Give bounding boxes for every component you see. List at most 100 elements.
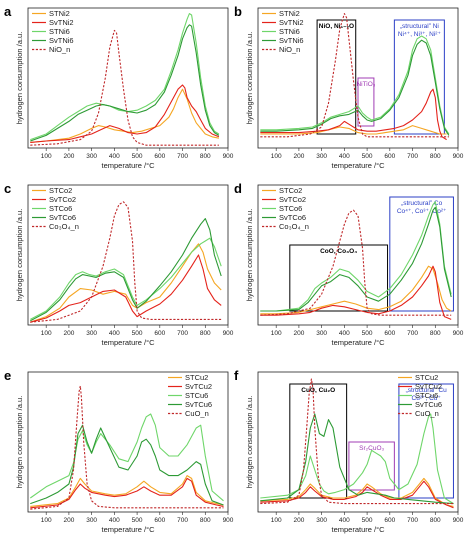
x-tick-label: 800	[200, 517, 211, 524]
panel-f: f hydrogen consumption /a.u. CuO, Cu₂O Sr₂C…	[234, 368, 464, 534]
panel-label: b	[234, 4, 242, 19]
series-line-stco2	[260, 265, 452, 315]
series-line-stcu2	[30, 475, 224, 507]
annotation-label: Cu²⁺, Cu⁺	[412, 395, 442, 402]
x-tick-label: 600	[384, 153, 395, 160]
plot-frame	[257, 371, 459, 513]
x-tick-label: 200	[63, 330, 74, 337]
x-tick-label: 800	[430, 517, 441, 524]
x-tick-label: 300	[86, 517, 97, 524]
legend-entry: NiO_n	[49, 45, 70, 54]
x-tick-label: 900	[223, 153, 234, 160]
series-line-svtni2	[260, 88, 447, 141]
annotation-label: „structural” Ni	[400, 23, 439, 30]
x-tick-label: 400	[109, 517, 120, 524]
x-axis-label: temperature /°C	[101, 161, 155, 170]
x-tick-label: 700	[407, 517, 418, 524]
x-tick-label: 800	[430, 153, 441, 160]
x-tick-label: 700	[407, 330, 418, 337]
x-tick-label: 100	[41, 330, 52, 337]
series-line-svtni6	[260, 39, 450, 136]
series-line-svtcu6	[30, 424, 224, 506]
y-axis-label: hydrogen consumption /a.u.	[245, 209, 254, 302]
annotation-box-black	[289, 383, 348, 499]
series-line-svtcu2	[30, 477, 224, 509]
x-tick-label: 100	[271, 517, 282, 524]
plot-frame	[27, 184, 229, 326]
x-tick-label: 200	[293, 330, 304, 337]
legend-entry: STCo2	[49, 186, 72, 195]
series-line-stni6	[260, 35, 450, 135]
x-tick-label: 100	[41, 517, 52, 524]
plot-frame	[257, 184, 459, 326]
panel-d: d hydrogen consumption /a.u. CoO, Co₃O₄ „st…	[234, 181, 464, 347]
annotation-label: CuO, Cu₂O	[301, 387, 335, 394]
x-tick-label: 100	[271, 330, 282, 337]
legend-entry: SvTCu6	[185, 400, 212, 409]
series-line-nio-n	[30, 29, 219, 146]
series-line-stco6	[260, 201, 452, 312]
panel-label: e	[4, 368, 11, 383]
legend-entry: STNi2	[49, 9, 70, 18]
x-tick-label: 700	[177, 330, 188, 337]
x-tick-label: 300	[86, 153, 97, 160]
legend-entry: Co₃O₄_n	[279, 222, 309, 231]
panel-c: c hydrogen consumption /a.u. 100 200 300 400 5…	[4, 181, 234, 347]
legend-entry: SvTNi2	[279, 18, 304, 27]
x-tick-label: 700	[177, 517, 188, 524]
legend-entry: CuO_n	[185, 409, 209, 418]
x-tick-label: 700	[177, 153, 188, 160]
plot-frame	[257, 7, 459, 149]
annotation-box-blue	[389, 196, 454, 312]
x-tick-label: 200	[63, 153, 74, 160]
series-line-stni2	[260, 125, 447, 135]
legend-entry: STCu2	[415, 373, 438, 382]
panel-label: f	[234, 368, 239, 383]
legend-entry: STCu6	[185, 391, 208, 400]
annotation-label: NiTiO₃	[356, 81, 375, 88]
x-tick-label: 400	[109, 330, 120, 337]
annotation-label: CoO, Co₃O₄	[320, 248, 357, 255]
x-tick-label: 600	[154, 330, 165, 337]
legend-entry: SvTNi6	[279, 36, 304, 45]
panel-a: a hydrogen consumption /a.u. 100 200 300 400 5…	[4, 4, 234, 170]
annotation-box-black	[289, 244, 389, 312]
x-tick-label: 600	[384, 330, 395, 337]
x-tick-label: 500	[362, 330, 373, 337]
x-tick-label: 800	[200, 330, 211, 337]
legend-entry: STCu6	[415, 391, 438, 400]
plot-frame	[27, 7, 229, 149]
series-line-svtcu6	[260, 413, 454, 505]
legend-entry: STCo6	[49, 204, 72, 213]
legend-entry: SvTCo6	[279, 213, 306, 222]
x-tick-label: 900	[223, 517, 234, 524]
series-line-co-o-n	[260, 209, 452, 316]
annotation-box-blue	[393, 19, 445, 135]
y-axis-label: hydrogen consumption /a.u.	[15, 32, 24, 125]
panel-b: b hydrogen consumption /a.u. NiO, Ni₁₋ₓO Ni…	[234, 4, 464, 170]
series-line-svtni2	[30, 84, 220, 143]
x-tick-label: 300	[86, 330, 97, 337]
x-axis-label: temperature /°C	[101, 338, 155, 347]
series-line-cuo-n	[260, 378, 454, 505]
x-tick-label: 600	[154, 517, 165, 524]
x-tick-label: 800	[200, 153, 211, 160]
x-tick-label: 600	[154, 153, 165, 160]
annotation-label: NiO, Ni₁₋ₓO	[319, 23, 354, 30]
legend-entry: Co₃O₄_n	[49, 222, 79, 231]
series-line-svtco6	[260, 206, 452, 312]
series-line-stcu6	[260, 413, 454, 505]
annotation-box-blue	[398, 383, 454, 499]
x-tick-label: 500	[362, 517, 373, 524]
x-tick-label: 400	[339, 153, 350, 160]
series-line-stco6	[30, 237, 222, 320]
x-tick-label: 200	[293, 153, 304, 160]
y-axis-label: hydrogen consumption /a.u.	[15, 209, 24, 302]
series-line-cuo-n	[30, 385, 224, 510]
series-line-svtco6	[30, 218, 222, 322]
x-tick-label: 100	[41, 153, 52, 160]
y-axis-label: hydrogen consumption /a.u.	[245, 396, 254, 489]
x-tick-label: 400	[109, 153, 120, 160]
x-tick-label: 400	[339, 330, 350, 337]
legend-entry: STNi2	[279, 9, 300, 18]
